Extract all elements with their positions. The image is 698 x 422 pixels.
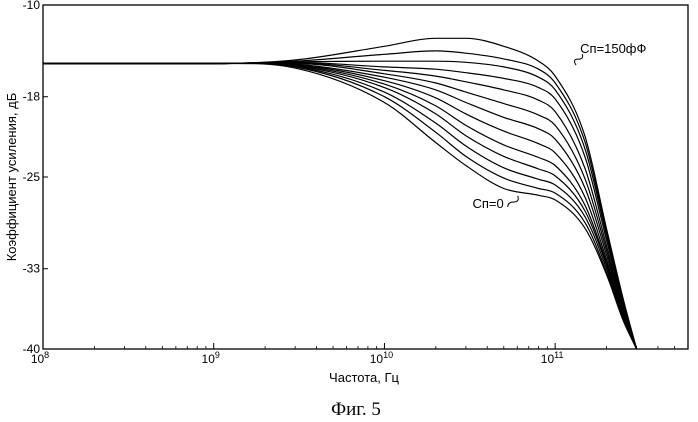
series-line-0 [43, 63, 637, 349]
figure-caption: Фиг. 5 [331, 399, 381, 420]
series-line-8 [43, 63, 637, 349]
x-tick-label-3: 1011 [541, 350, 564, 366]
y-axis: -10-18-25-33-40 [23, 0, 48, 356]
series-line-12 [43, 38, 637, 349]
x-axis: 108 109 1010 1011 [31, 343, 675, 366]
series-line-5 [43, 63, 637, 349]
series-line-1 [43, 63, 637, 349]
y-tick-label-0: -10 [23, 0, 41, 12]
x-tick-label-0: 108 [31, 350, 49, 366]
y-axis-title: Коэффициент усиления, дБ [4, 93, 19, 262]
curves-group [43, 38, 637, 349]
y-tick-label-3: -33 [23, 262, 41, 276]
series-line-2 [43, 63, 637, 349]
y-tick-label-1: -18 [23, 90, 41, 104]
x-tick-label-2: 1010 [370, 350, 393, 366]
series-line-7 [43, 64, 637, 350]
series-line-6 [43, 63, 637, 349]
x-tick-label-1: 109 [202, 350, 220, 366]
series-line-4 [43, 63, 637, 349]
x-axis-title: Частота, Гц [329, 370, 399, 385]
annotation-label-1: Cп=0 [473, 196, 504, 211]
annotation-leader-1 [508, 196, 519, 207]
y-tick-label-2: -25 [23, 170, 41, 184]
series-line-11 [43, 51, 637, 349]
series-line-3 [43, 63, 637, 349]
annotation-label-0: Cп=150фФ [580, 41, 646, 56]
